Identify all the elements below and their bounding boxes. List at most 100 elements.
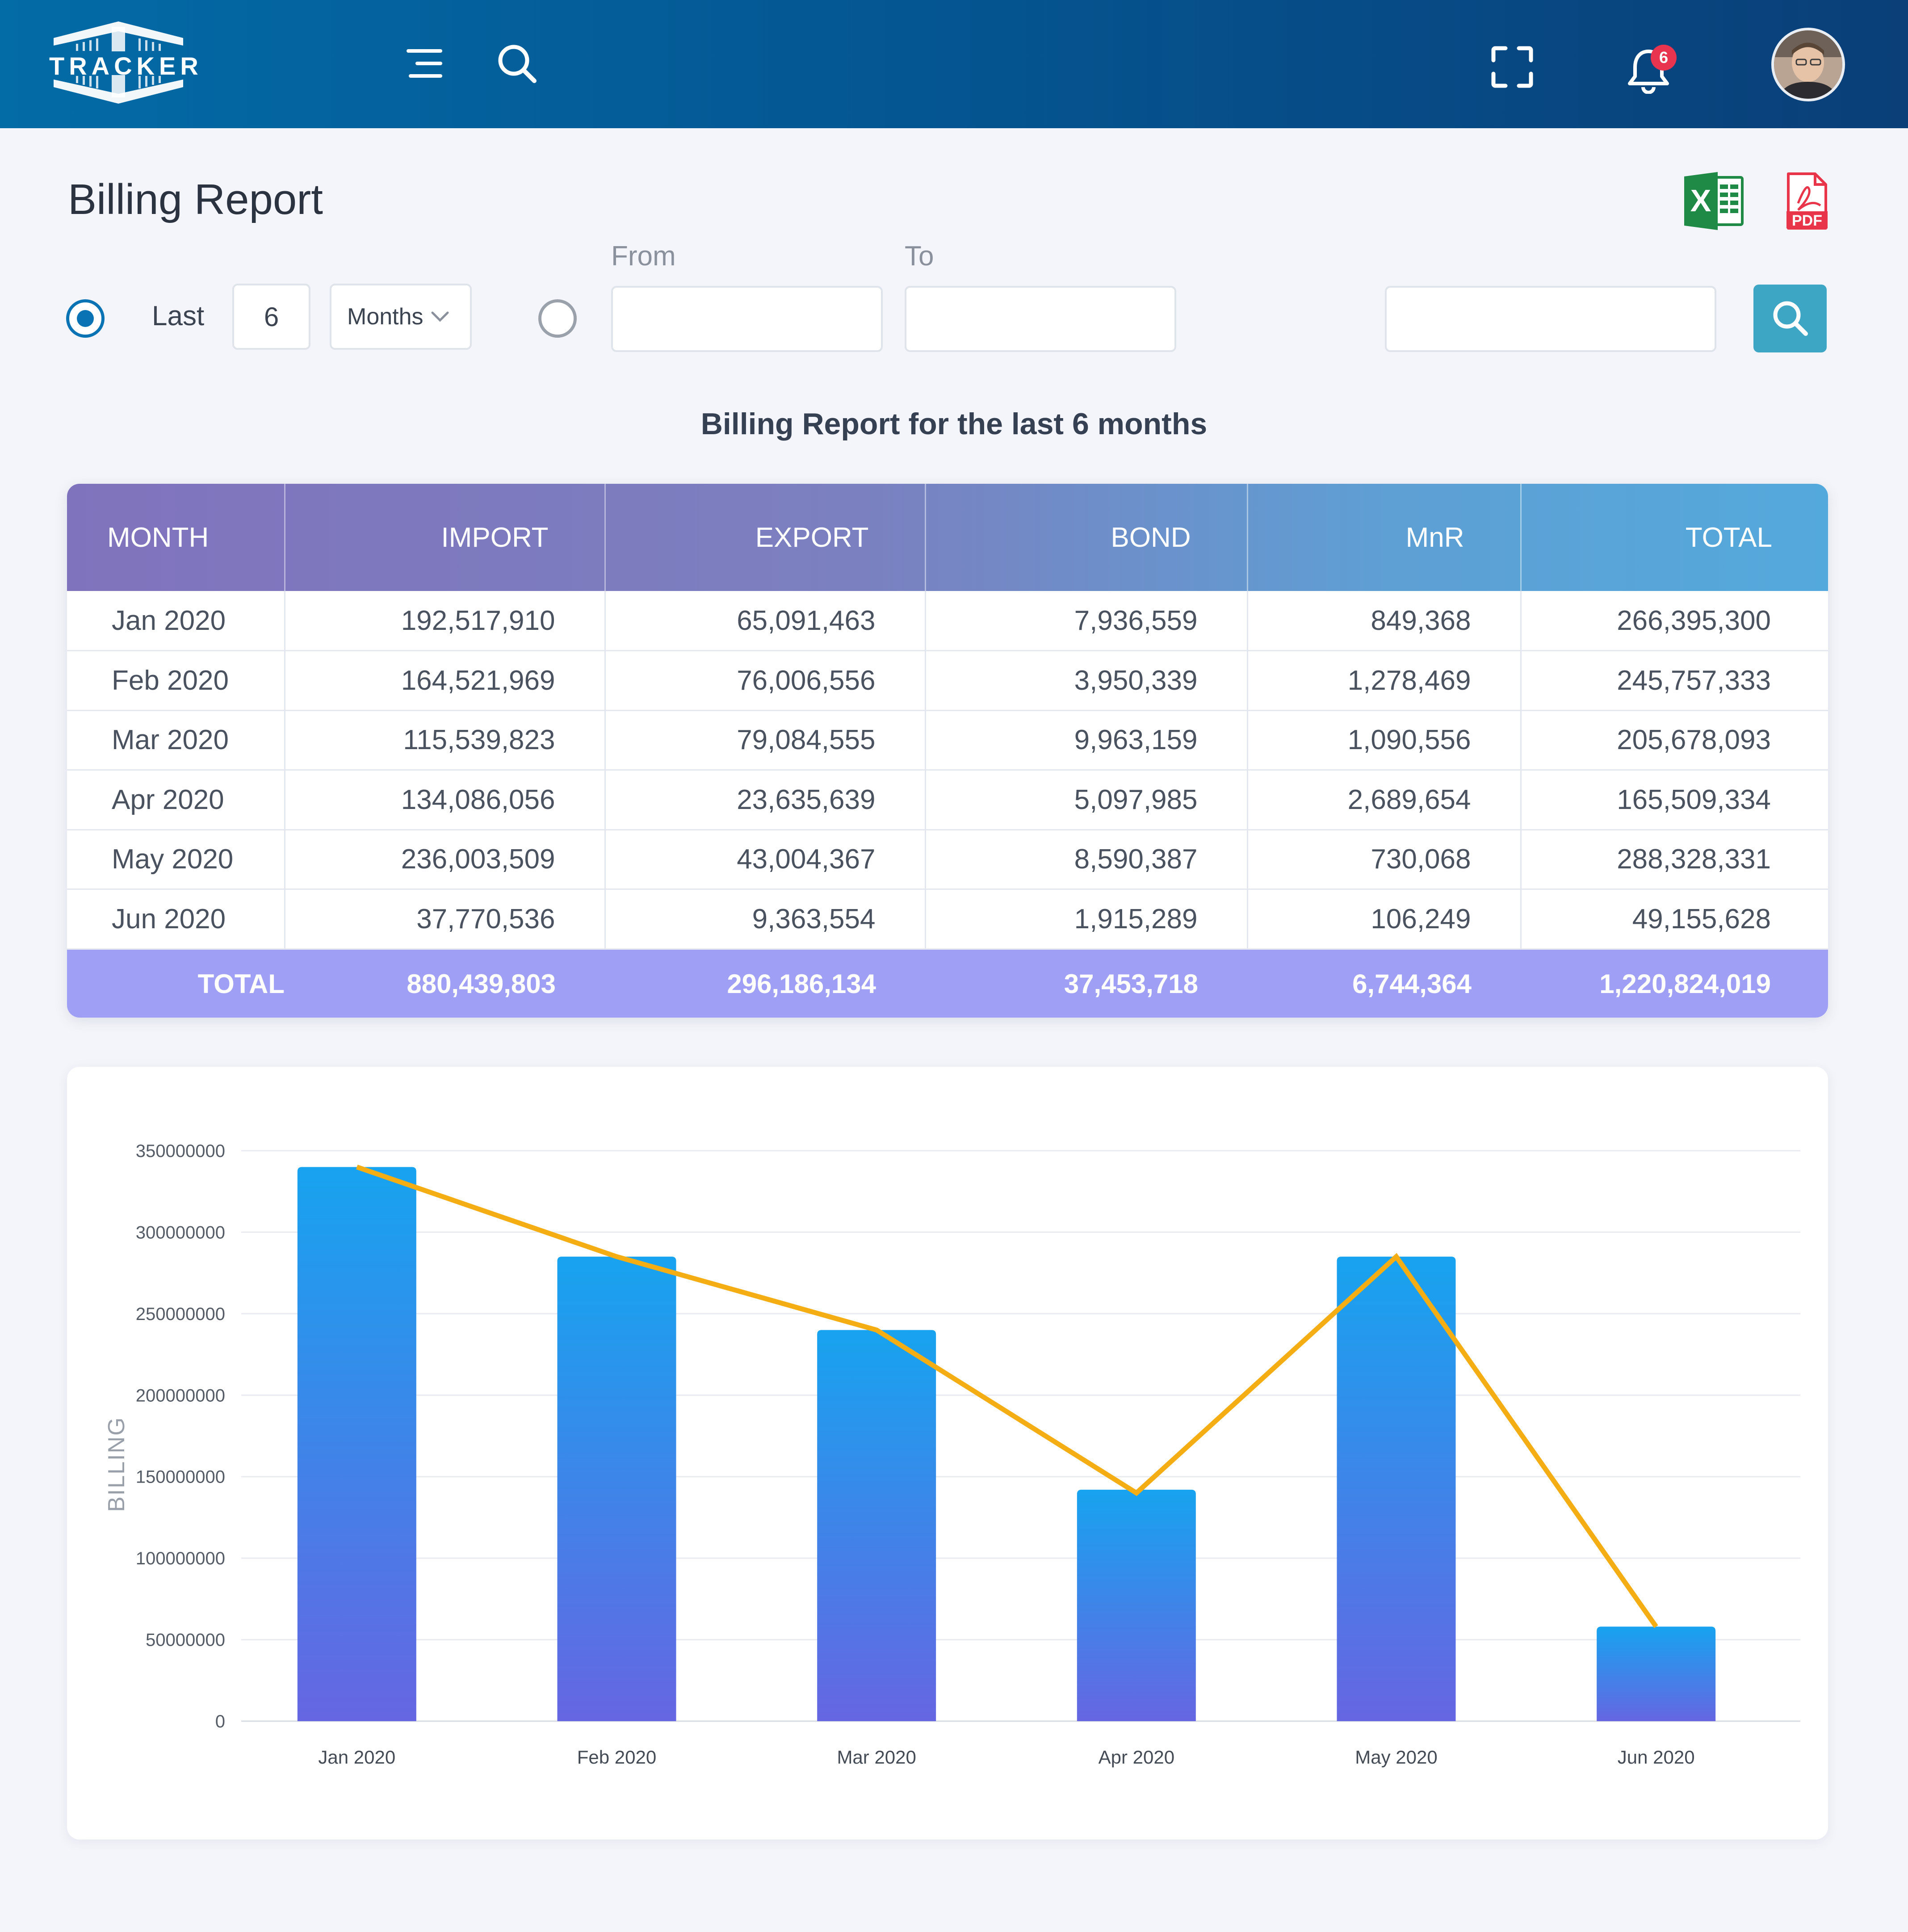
total-export: 296,186,134 — [727, 969, 876, 999]
cell-month: Feb 2020 — [67, 650, 285, 710]
y-tick-label: 350000000 — [136, 1141, 225, 1161]
x-tick-label: Jun 2020 — [1618, 1747, 1695, 1768]
total-bond: 37,453,718 — [1064, 969, 1198, 999]
cell-import: 236,003,509 — [285, 830, 606, 889]
cell-month: Jun 2020 — [67, 889, 285, 949]
from-date-input[interactable] — [611, 286, 883, 352]
col-total-header[interactable]: TOTAL — [1685, 522, 1772, 553]
col-mnr-header[interactable]: MnR — [1247, 484, 1522, 591]
trend-line — [356, 1165, 1658, 1628]
y-tick-label: 100000000 — [136, 1549, 225, 1568]
fullscreen-icon[interactable] — [1490, 45, 1535, 89]
cell-bond: 9,963,159 — [925, 710, 1248, 770]
date-range-radio[interactable] — [538, 299, 577, 338]
billing-chart: 0 50000000 100000000 150000000 200000000 2500… — [104, 1141, 1800, 1768]
cell-export: 43,004,367 — [605, 830, 926, 889]
excel-icon-letter: X — [1690, 183, 1711, 218]
tracker-logo[interactable]: TRACKER — [49, 18, 203, 107]
cell-bond: 3,950,339 — [925, 650, 1248, 710]
billing-table: MONTH IMPORT EXPORT BOND MnR TOTAL Jan 2… — [67, 484, 1828, 1018]
cell-import: 134,086,056 — [285, 770, 606, 830]
y-tick-label: 50000000 — [146, 1630, 225, 1650]
total-import: 880,439,803 — [407, 969, 556, 999]
y-tick-label: 200000000 — [136, 1386, 225, 1405]
table-row: Jan 2020 192,517,910 65,091,463 7,936,55… — [67, 591, 1828, 651]
table-row: Mar 2020 115,539,823 79,084,555 9,963,15… — [67, 710, 1828, 770]
cell-export: 23,635,639 — [605, 770, 926, 830]
y-tick-label: 150000000 — [136, 1467, 225, 1487]
cell-total: 49,155,628 — [1632, 903, 1771, 935]
table-total-row: TOTAL 880,439,803 296,186,134 37,453,718… — [67, 949, 1828, 1018]
x-tick-label: May 2020 — [1355, 1747, 1437, 1768]
cell-export: 76,006,556 — [605, 650, 926, 710]
search-button[interactable] — [1753, 285, 1827, 352]
x-tick-label: Feb 2020 — [577, 1747, 656, 1768]
cell-mnr: 849,368 — [1247, 591, 1522, 651]
avatar[interactable] — [1771, 28, 1845, 101]
bar-mar-2020[interactable] — [817, 1330, 936, 1721]
cell-export: 65,091,463 — [605, 591, 926, 651]
search-icon — [1773, 301, 1808, 336]
billing-chart-card: 0 50000000 100000000 150000000 200000000 2500… — [67, 1067, 1828, 1840]
bar-may-2020[interactable] — [1337, 1257, 1456, 1721]
total-grand: 1,220,824,019 — [1599, 969, 1771, 999]
from-label: From — [611, 241, 676, 272]
bar-jan-2020[interactable] — [297, 1167, 416, 1721]
menu-icon[interactable] — [404, 47, 445, 80]
col-month-header[interactable]: MONTH — [67, 484, 285, 591]
y-tick-label: 0 — [215, 1712, 225, 1731]
to-label: To — [905, 241, 934, 272]
x-tick-label: Mar 2020 — [837, 1747, 916, 1768]
chevron-down-icon — [431, 311, 449, 322]
cell-bond: 5,097,985 — [925, 770, 1248, 830]
report-heading: Billing Report for the last 6 months — [700, 407, 1208, 441]
cell-month: Mar 2020 — [67, 710, 285, 770]
cell-month: Jan 2020 — [67, 591, 285, 651]
period-unit-select[interactable]: Months — [330, 284, 472, 350]
logo-text: TRACKER — [49, 52, 203, 80]
cell-total: 245,757,333 — [1617, 665, 1771, 696]
cell-bond: 8,590,387 — [925, 830, 1248, 889]
table-row: Feb 2020 164,521,969 76,006,556 3,950,33… — [67, 650, 1828, 710]
bar-apr-2020[interactable] — [1077, 1489, 1196, 1721]
y-tick-label: 300000000 — [136, 1223, 225, 1242]
logo-emblem-icon — [54, 21, 183, 104]
to-date-input[interactable] — [905, 286, 1176, 352]
y-tick-label: 250000000 — [136, 1304, 225, 1324]
top-navbar: TRACKER 6 — [0, 0, 1908, 128]
col-export-header[interactable]: EXPORT — [605, 484, 926, 591]
col-bond-header[interactable]: BOND — [925, 484, 1248, 591]
user-photo-icon — [1774, 30, 1842, 99]
billing-table-card: MONTH IMPORT EXPORT BOND MnR TOTAL Jan 2… — [67, 484, 1828, 1018]
cell-mnr: 1,090,556 — [1247, 710, 1522, 770]
search-icon[interactable] — [496, 42, 538, 85]
bar-jun-2020[interactable] — [1597, 1626, 1716, 1721]
last-label: Last — [152, 301, 205, 331]
x-tick-label: Apr 2020 — [1099, 1747, 1174, 1768]
page-title: Billing Report — [68, 176, 323, 223]
cell-mnr: 106,249 — [1247, 889, 1522, 949]
table-row: Apr 2020 134,086,056 23,635,639 5,097,98… — [67, 770, 1828, 830]
search-input[interactable] — [1385, 286, 1716, 352]
last-period-radio[interactable] — [66, 299, 105, 338]
x-tick-label: Jan 2020 — [318, 1747, 395, 1768]
pdf-icon-label: PDF — [1792, 212, 1822, 229]
cell-export: 9,363,554 — [605, 889, 926, 949]
cell-mnr: 730,068 — [1247, 830, 1522, 889]
cell-total: 288,328,331 — [1617, 844, 1771, 875]
table-row: Jun 2020 37,770,536 9,363,554 1,915,289 … — [67, 889, 1828, 949]
y-axis-title: BILLING — [104, 1417, 130, 1512]
cell-mnr: 1,278,469 — [1247, 650, 1522, 710]
bar-feb-2020[interactable] — [557, 1257, 676, 1721]
cell-bond: 7,936,559 — [925, 591, 1248, 651]
col-import-header[interactable]: IMPORT — [285, 484, 606, 591]
cell-total: 266,395,300 — [1617, 605, 1771, 636]
notification-badge: 6 — [1651, 45, 1677, 71]
pdf-icon[interactable]: PDF — [1785, 172, 1829, 230]
excel-icon[interactable]: X — [1682, 172, 1744, 230]
cell-import: 115,539,823 — [285, 710, 606, 770]
cell-export: 79,084,555 — [605, 710, 926, 770]
cell-total: 165,509,334 — [1617, 784, 1771, 815]
last-period-count-input[interactable] — [232, 284, 310, 350]
cell-month: Apr 2020 — [67, 770, 285, 830]
